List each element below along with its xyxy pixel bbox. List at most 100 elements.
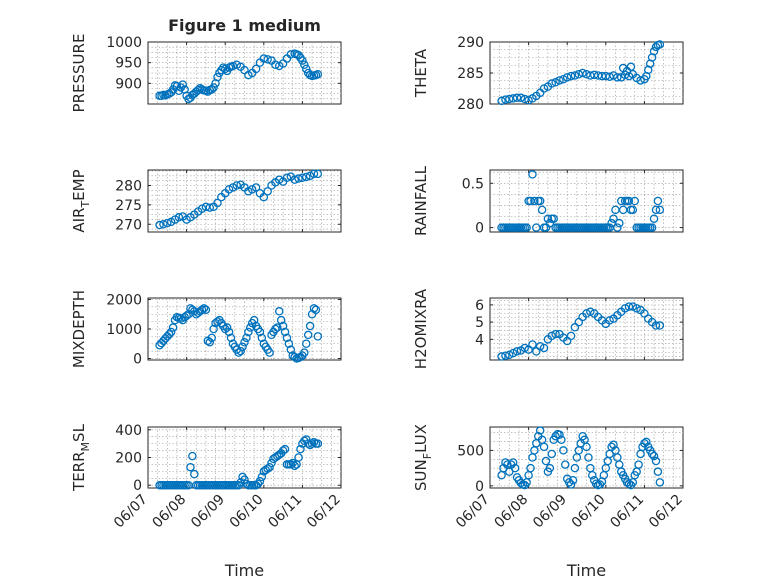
data-point xyxy=(259,192,269,202)
data-point xyxy=(278,446,288,455)
data-point xyxy=(547,331,557,341)
data-point xyxy=(628,205,638,215)
data-point xyxy=(251,64,261,74)
data-point xyxy=(501,351,510,360)
data-point xyxy=(591,479,601,488)
data-point xyxy=(282,173,292,182)
data-point xyxy=(655,205,665,215)
data-point xyxy=(217,65,226,75)
data-point xyxy=(257,472,267,482)
y-tick-label: 400 xyxy=(115,423,142,439)
data-point xyxy=(178,80,187,89)
data-point xyxy=(251,183,261,192)
data-point xyxy=(263,187,272,196)
data-point xyxy=(284,339,294,349)
data-point xyxy=(651,321,661,330)
data-point xyxy=(263,55,272,64)
y-tick-label: 4 xyxy=(475,332,484,348)
data-point xyxy=(586,307,595,317)
y-tick-label: 1000 xyxy=(106,322,142,338)
y-axis-label-rest: EMP xyxy=(70,169,88,200)
data-point xyxy=(570,71,580,80)
data-point xyxy=(589,70,599,80)
data-point xyxy=(267,458,276,468)
data-point xyxy=(300,348,309,357)
x-axis-label: Time xyxy=(224,561,264,580)
data-point xyxy=(535,426,545,435)
y-axis-label-main: MIXDEPTH xyxy=(70,290,88,368)
data-point xyxy=(530,196,539,206)
data-point xyxy=(632,304,641,313)
data-point xyxy=(213,317,222,326)
data-point xyxy=(242,479,251,489)
data-point xyxy=(278,321,288,331)
y-axis-label-main: PRESSURE xyxy=(70,34,88,113)
data-point xyxy=(249,315,259,325)
data-point xyxy=(276,315,286,325)
data-point xyxy=(613,73,622,82)
y-tick-label: 0.5 xyxy=(462,176,484,192)
data-point xyxy=(649,451,659,461)
data-point xyxy=(296,444,305,454)
series-markers xyxy=(155,169,323,230)
data-point xyxy=(155,220,164,230)
data-point xyxy=(240,475,249,484)
data-point xyxy=(302,172,311,182)
data-point xyxy=(209,83,218,92)
y-tick-label: 900 xyxy=(115,76,142,92)
data-point xyxy=(164,330,174,339)
data-point xyxy=(271,324,280,334)
data-point xyxy=(298,56,307,65)
axes-theta: 280 285 290 THETA xyxy=(412,35,684,113)
data-point xyxy=(197,305,207,315)
data-point xyxy=(309,304,319,313)
data-point xyxy=(501,95,510,104)
data-point xyxy=(653,467,663,476)
data-point xyxy=(290,175,299,184)
y-tick-label: 500 xyxy=(457,443,484,459)
y-axis-label-main: SUN xyxy=(412,459,430,491)
data-point xyxy=(255,476,265,486)
y-axis-label: PRESSURE xyxy=(70,34,88,113)
plot-area xyxy=(489,169,684,233)
data-point xyxy=(588,470,597,480)
data-point xyxy=(636,76,645,85)
data-point xyxy=(561,460,570,469)
data-point xyxy=(290,352,299,362)
data-point xyxy=(562,73,572,82)
data-point xyxy=(555,76,564,85)
series-markers xyxy=(497,170,665,232)
data-point xyxy=(172,81,182,91)
data-point xyxy=(294,453,303,462)
y-axis-label-rest: SL xyxy=(70,423,88,442)
plot-area xyxy=(489,297,684,361)
axes-rainfall: 0 0.5 RAINFALL xyxy=(412,165,684,237)
y-tick-label: 0 xyxy=(475,479,484,495)
data-point xyxy=(655,478,665,487)
data-point xyxy=(234,348,243,357)
y-tick-label: 0 xyxy=(133,352,142,368)
data-point xyxy=(535,196,545,206)
data-point xyxy=(547,79,557,88)
data-point xyxy=(209,324,218,334)
data-point xyxy=(232,181,242,190)
data-point xyxy=(207,85,216,94)
data-point xyxy=(246,323,255,332)
axes-h2omixra: 456 H2OMIXRA xyxy=(412,288,684,369)
data-point xyxy=(547,449,557,459)
series-markers xyxy=(155,435,323,490)
data-point xyxy=(522,223,531,232)
data-point xyxy=(238,342,247,351)
y-axis-label-main: TERR xyxy=(70,451,88,492)
data-point xyxy=(566,331,576,341)
data-point xyxy=(309,437,319,447)
data-point xyxy=(655,40,665,49)
data-point xyxy=(516,93,526,103)
data-point xyxy=(505,350,514,360)
y-tick-label: 6 xyxy=(475,298,484,314)
data-point xyxy=(528,170,537,179)
data-point xyxy=(290,461,299,471)
data-point xyxy=(537,205,547,215)
data-point xyxy=(649,214,659,223)
data-point xyxy=(286,345,296,354)
